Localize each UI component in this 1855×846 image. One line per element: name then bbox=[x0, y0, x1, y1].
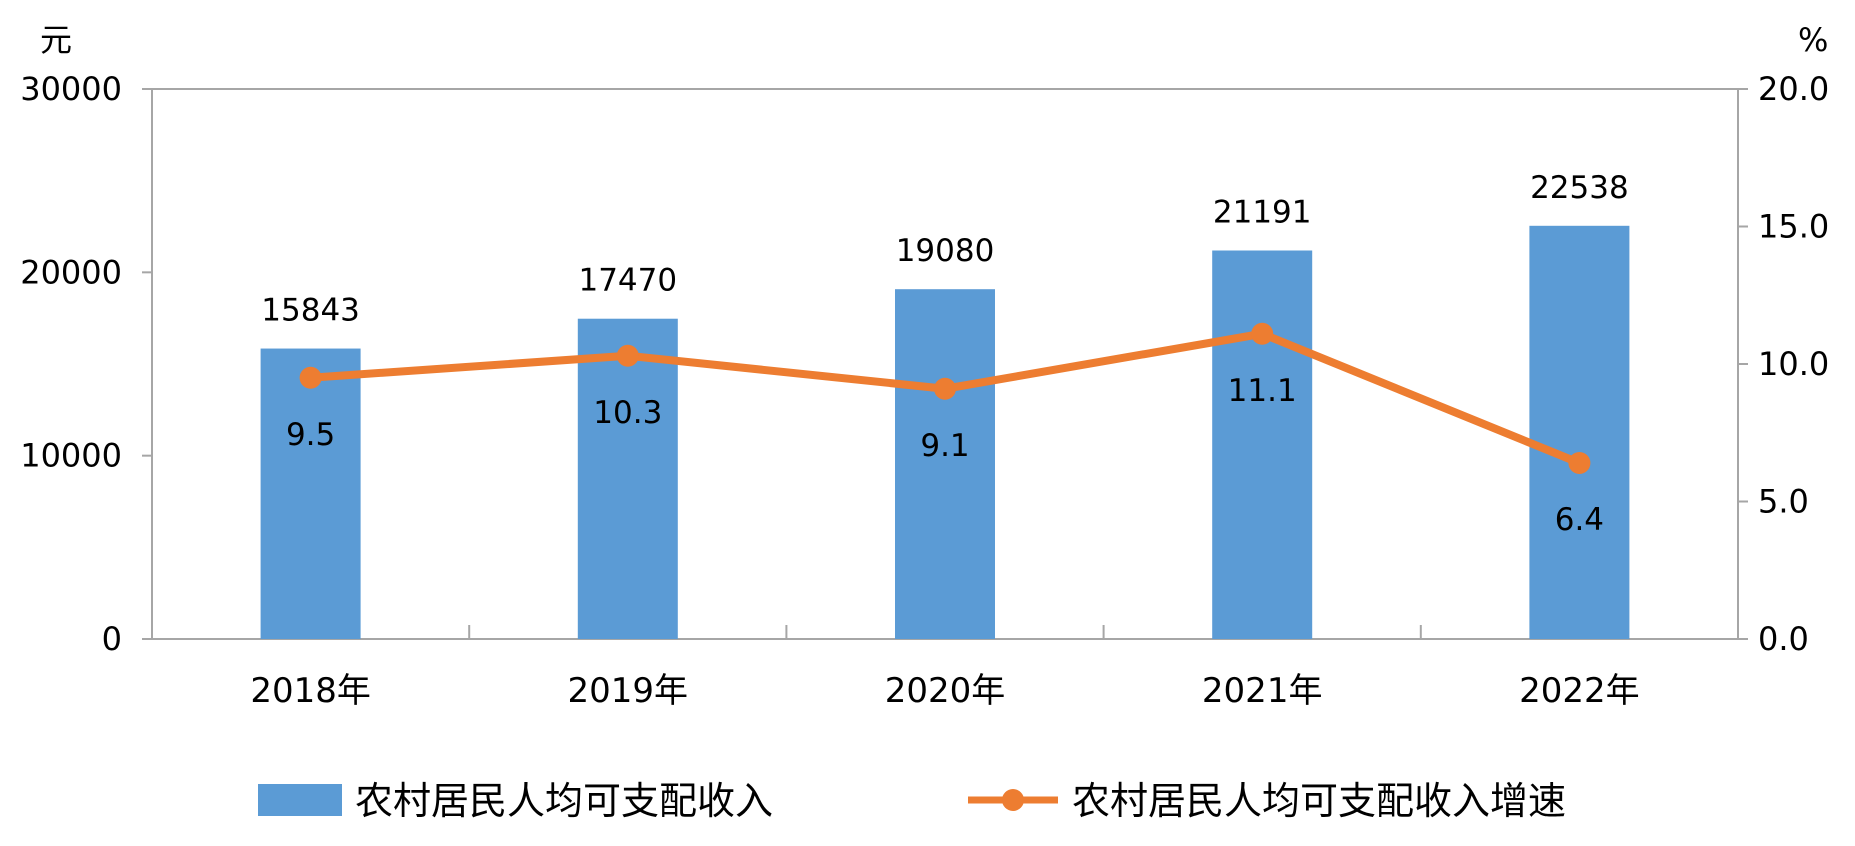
line-point bbox=[1568, 452, 1591, 474]
legend: 农村居民人均可支配收入 农村居民人均可支配收入增速 bbox=[258, 779, 1566, 823]
line-point bbox=[934, 377, 956, 400]
line-point bbox=[299, 366, 322, 389]
legend-bar-label: 农村居民人均可支配收入 bbox=[355, 779, 773, 823]
line-series: 9.5 10.3 9.1 11.1 6.4 bbox=[286, 322, 1604, 538]
bar bbox=[1529, 225, 1630, 639]
category-label: 2021年 bbox=[1202, 671, 1323, 711]
left-tick-label: 0 bbox=[102, 620, 122, 658]
left-axis: 元 0 10000 20000 30000 bbox=[20, 21, 152, 658]
right-axis-unit: % bbox=[1798, 21, 1828, 59]
bar-data-label: 22538 bbox=[1530, 170, 1629, 206]
line-data-label: 9.1 bbox=[920, 428, 969, 464]
line-data-label: 6.4 bbox=[1555, 502, 1604, 538]
bar-series: 15843 17470 19080 21191 22538 bbox=[260, 170, 1630, 639]
line-data-label: 10.3 bbox=[593, 395, 662, 431]
left-axis-unit: 元 bbox=[40, 21, 72, 59]
category-label: 2018年 bbox=[250, 671, 371, 711]
legend-line-marker bbox=[1002, 789, 1024, 811]
line-point bbox=[616, 344, 639, 367]
right-tick-label: 15.0 bbox=[1758, 208, 1829, 246]
bar-data-label: 19080 bbox=[896, 233, 995, 269]
right-tick-label: 0.0 bbox=[1758, 620, 1809, 658]
line-data-label: 11.1 bbox=[1228, 373, 1297, 409]
left-tick-label: 20000 bbox=[20, 253, 122, 291]
bar bbox=[1212, 250, 1313, 639]
line-data-label: 9.5 bbox=[286, 417, 335, 453]
category-label: 2020年 bbox=[885, 671, 1006, 711]
category-label: 2019年 bbox=[568, 671, 689, 711]
category-axis-labels: 2018年 2019年 2020年 2021年 2022年 bbox=[250, 671, 1639, 711]
line-point bbox=[1251, 322, 1274, 345]
bar bbox=[895, 289, 995, 639]
category-label: 2022年 bbox=[1519, 671, 1640, 711]
bar-data-label: 21191 bbox=[1213, 194, 1312, 230]
bar bbox=[577, 318, 678, 639]
left-tick-label: 30000 bbox=[20, 70, 122, 108]
right-tick-label: 20.0 bbox=[1758, 70, 1829, 108]
left-tick-label: 10000 bbox=[20, 437, 122, 475]
right-axis: % 0.0 5.0 10.0 15.0 20.0 bbox=[1738, 21, 1829, 658]
right-tick-label: 5.0 bbox=[1758, 483, 1809, 521]
legend-line-label: 农村居民人均可支配收入增速 bbox=[1072, 779, 1566, 823]
legend-item-line: 农村居民人均可支配收入增速 bbox=[968, 779, 1566, 823]
legend-bar-swatch bbox=[258, 784, 342, 816]
bar-data-label: 15843 bbox=[261, 293, 360, 329]
legend-item-bar: 农村居民人均可支配收入 bbox=[258, 779, 773, 823]
bar bbox=[260, 348, 361, 639]
bar-data-label: 17470 bbox=[578, 263, 677, 299]
right-tick-label: 10.0 bbox=[1758, 345, 1829, 383]
